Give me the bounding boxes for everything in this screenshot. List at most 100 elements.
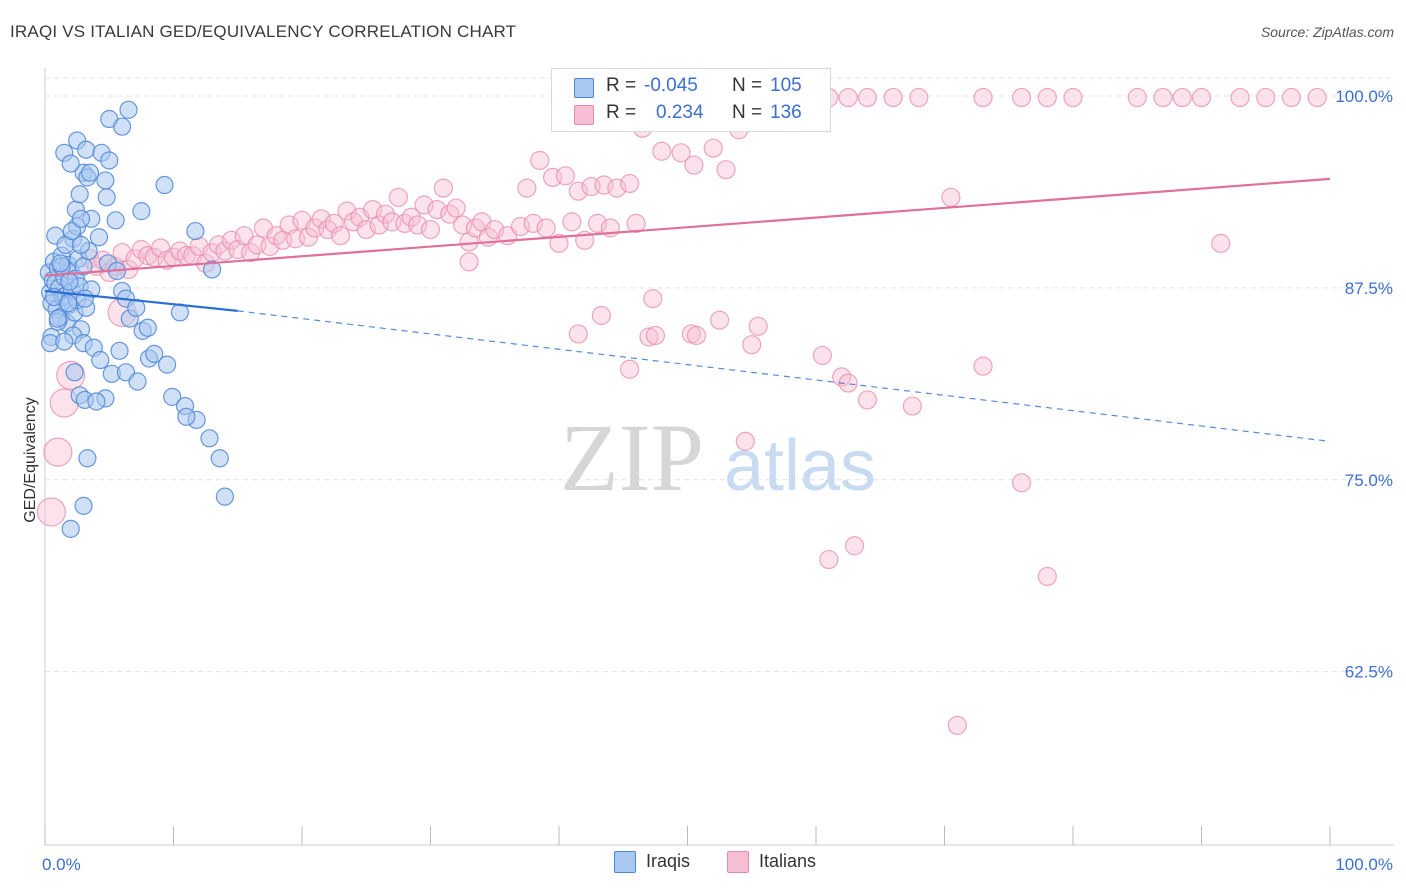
- iraqi-point: [51, 254, 70, 273]
- italian-point: [1037, 87, 1057, 108]
- italian-point: [591, 305, 612, 326]
- italian-point: [639, 327, 659, 347]
- italian-point: [812, 345, 833, 366]
- italian-point: [420, 219, 441, 240]
- italians-swatch: [727, 851, 749, 874]
- iraqi-point: [62, 221, 82, 241]
- italian-point: [549, 233, 569, 253]
- iraqis-swatch: [614, 851, 636, 874]
- axes: [44, 68, 1394, 846]
- italian-point: [1230, 87, 1250, 108]
- iraqi-point: [91, 350, 110, 370]
- iraqi-point: [77, 140, 96, 159]
- italian-point: [555, 166, 576, 186]
- n-value: 105: [770, 75, 802, 96]
- italian-point: [973, 356, 993, 376]
- italian-point: [446, 198, 466, 218]
- italian-point: [902, 396, 922, 416]
- iraqis-trend-line: [44, 289, 238, 312]
- italian-point: [838, 87, 858, 108]
- iraqi-point: [75, 289, 94, 308]
- italian-point: [1037, 566, 1057, 587]
- italian-point: [710, 310, 730, 330]
- iraqi-point: [71, 235, 91, 254]
- iraqi-point: [186, 221, 205, 241]
- iraqi-point: [132, 202, 151, 221]
- italian-point: [375, 204, 396, 224]
- tick-labels: 62.5% 75.0% 87.5% 100.0% 0.0% 100.0%: [42, 87, 1393, 874]
- r-value: 0.234: [656, 102, 704, 123]
- italian-point: [356, 219, 376, 240]
- italian-point: [1307, 87, 1327, 108]
- italian-point: [241, 242, 261, 263]
- italian-point: [947, 715, 967, 735]
- iraqi-point: [78, 449, 97, 468]
- iraqi-point: [210, 449, 229, 468]
- iraqi-point: [59, 294, 78, 313]
- iraqi-point: [110, 341, 129, 360]
- iraqi-point: [157, 355, 177, 374]
- italians-trend-line: [44, 177, 1331, 277]
- italian-point: [36, 497, 67, 527]
- italian-point: [1211, 233, 1231, 253]
- italian-point: [523, 213, 543, 234]
- italian-point: [742, 335, 762, 355]
- italian-point: [652, 141, 672, 161]
- x-tick-label: 0.0%: [42, 855, 81, 874]
- italian-point: [671, 143, 691, 163]
- iraqi-point: [163, 387, 182, 406]
- iraqi-point: [97, 188, 116, 207]
- italian-point: [857, 87, 878, 108]
- italian-point: [941, 187, 961, 207]
- italian-point: [1256, 87, 1276, 108]
- italian-point: [1011, 87, 1032, 108]
- y-tick-label: 75.0%: [1345, 471, 1393, 490]
- italian-point: [568, 324, 588, 344]
- iraqi-point: [61, 519, 80, 538]
- italians-swatch: [574, 105, 594, 125]
- italian-point: [587, 213, 608, 234]
- iraqi-point: [200, 429, 219, 448]
- italian-point: [620, 359, 640, 379]
- italian-point: [1011, 473, 1032, 493]
- iraqi-point: [119, 100, 138, 119]
- italian-point: [1281, 87, 1302, 108]
- iraqis-trend-extension: [237, 310, 1331, 442]
- iraqi-point: [96, 171, 115, 190]
- italian-point: [1172, 87, 1192, 108]
- legend-iraqis: Iraqis: [614, 851, 690, 874]
- italian-point: [1191, 87, 1212, 108]
- italian-point: [1153, 87, 1173, 108]
- italian-point: [620, 173, 640, 194]
- iraqi-point: [155, 175, 174, 195]
- n-value: 136: [770, 102, 802, 123]
- italian-point: [626, 213, 646, 234]
- iraqi-point: [177, 407, 196, 426]
- italian-point: [909, 87, 929, 108]
- iraqi-point: [89, 228, 109, 247]
- n-label: N =: [732, 75, 763, 96]
- iraqi-point: [202, 260, 222, 279]
- iraqi-point: [48, 309, 67, 328]
- italian-point: [645, 325, 665, 346]
- italian-point: [311, 209, 331, 229]
- legend-italians: Italians: [727, 851, 816, 874]
- y-tick-label: 62.5%: [1345, 663, 1393, 682]
- italian-point: [324, 213, 344, 234]
- iraqis-swatch: [574, 78, 594, 98]
- iraqi-point: [128, 372, 147, 391]
- italian-point: [433, 178, 453, 198]
- italian-point: [684, 155, 704, 175]
- watermark-atlas: atlas: [724, 426, 876, 506]
- italian-point: [562, 212, 582, 232]
- italian-point: [414, 195, 434, 215]
- italian-point: [844, 536, 865, 556]
- italian-point: [643, 289, 663, 309]
- watermark: ZIP atlas: [560, 404, 876, 511]
- italian-point: [408, 215, 428, 235]
- italian-point: [857, 390, 878, 410]
- italian-point: [43, 437, 73, 467]
- italian-point: [530, 150, 550, 171]
- iraqi-point: [74, 496, 93, 515]
- italian-point: [1063, 87, 1083, 108]
